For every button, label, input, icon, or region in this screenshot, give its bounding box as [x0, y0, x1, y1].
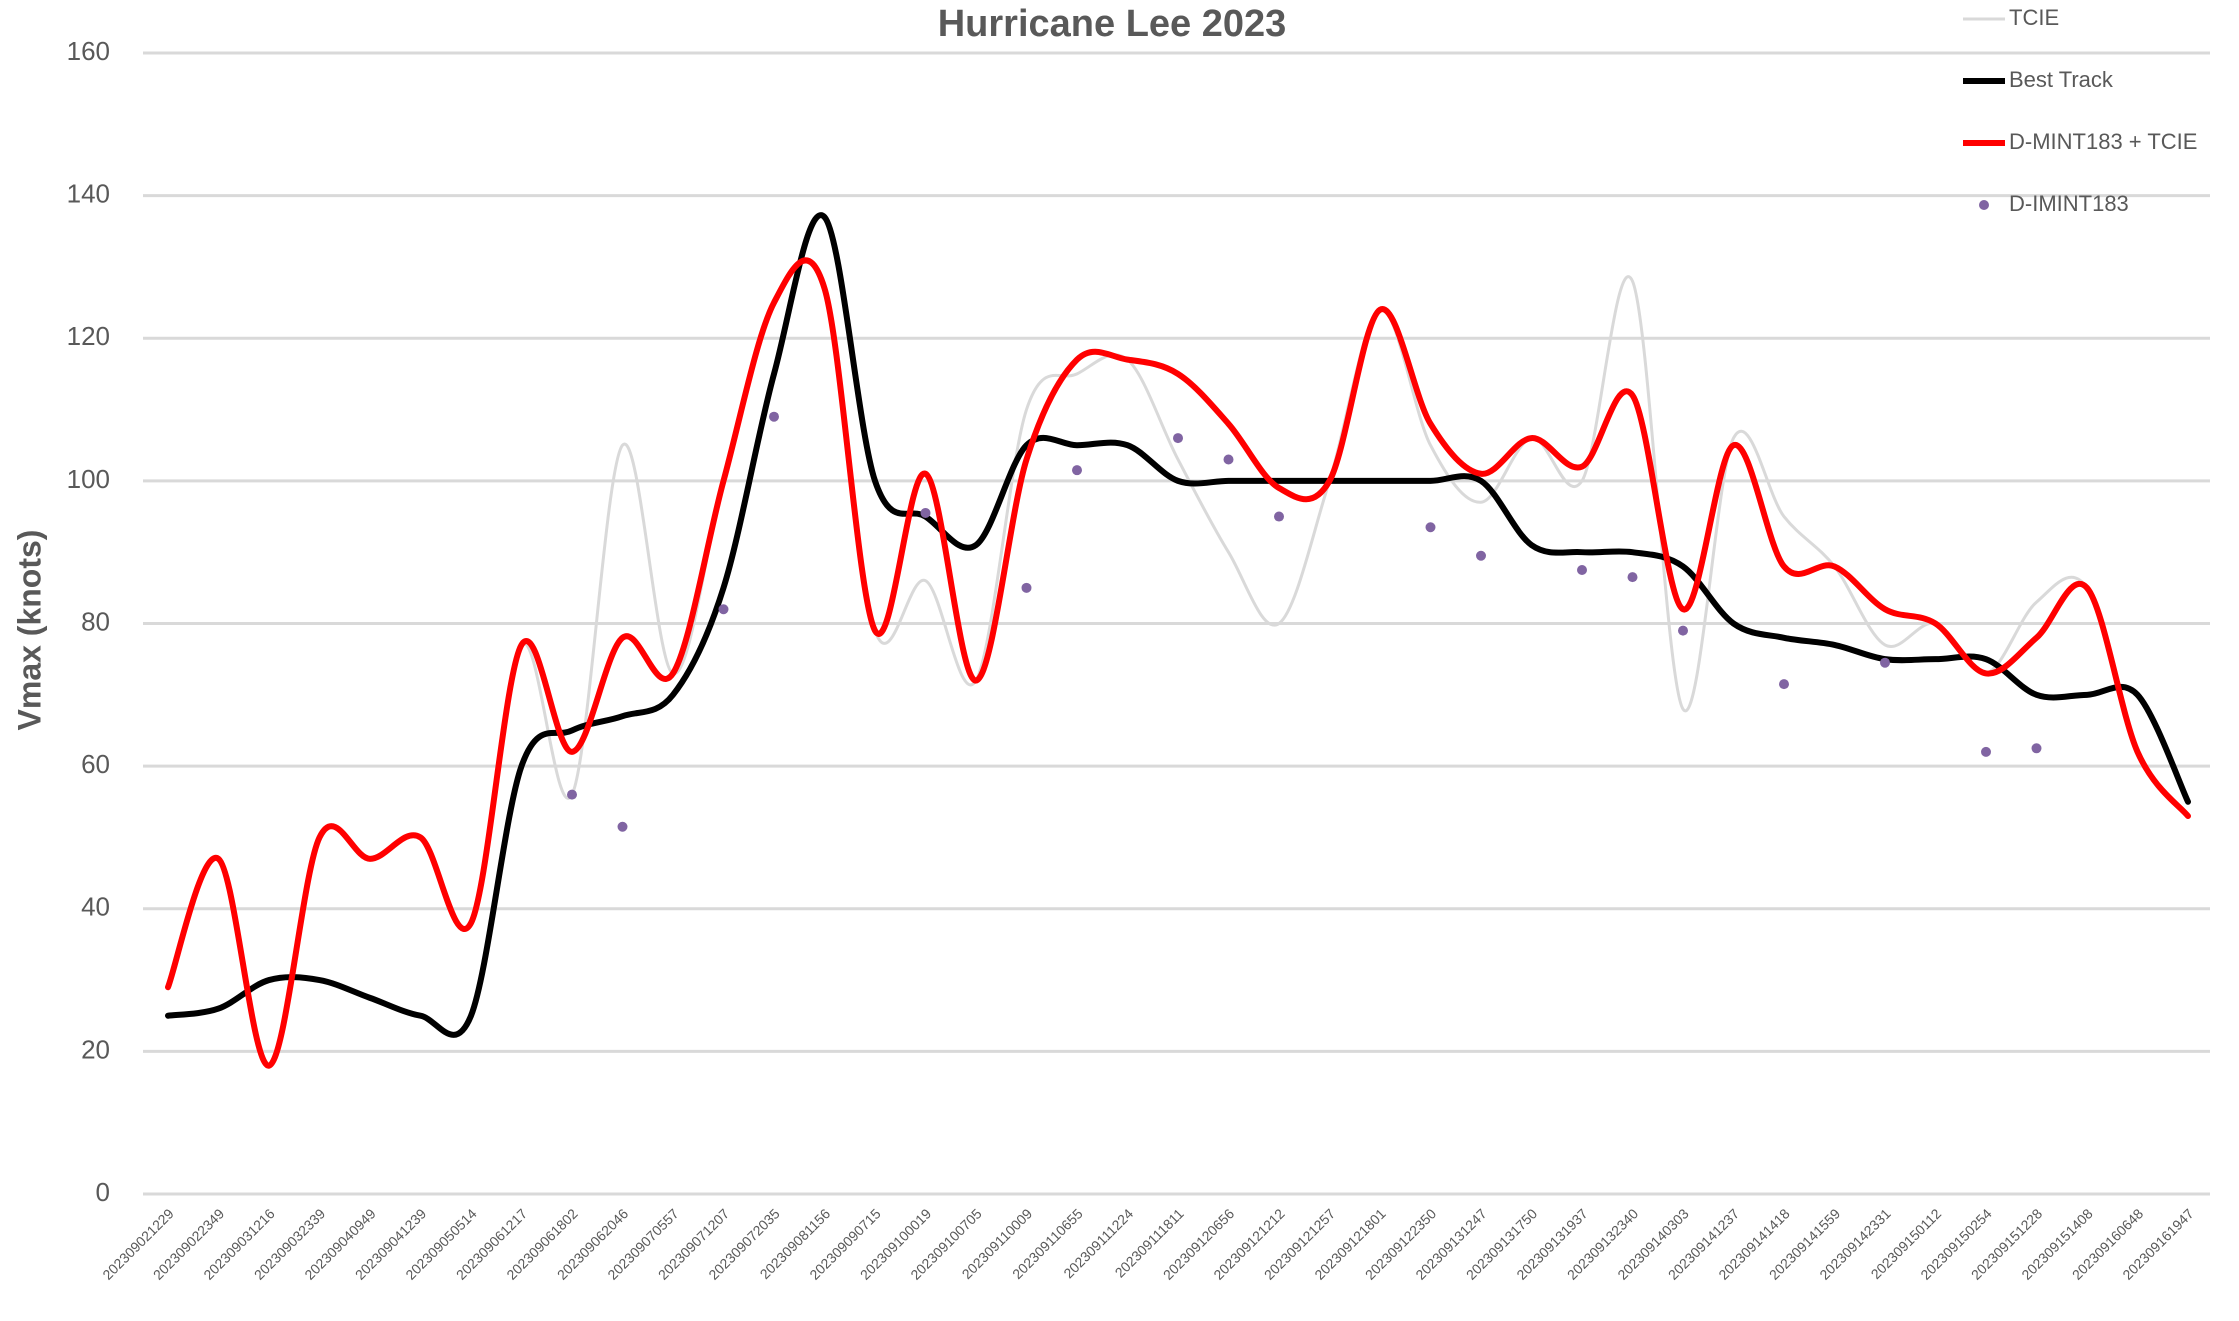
y-tick-label: 140 — [67, 179, 110, 209]
legend-label: D-MINT183 + TCIE — [2009, 129, 2197, 154]
data-point — [1274, 511, 1284, 522]
y-tick-label: 80 — [81, 606, 110, 636]
data-point — [769, 411, 779, 422]
series-line — [165, 212, 2191, 1038]
legend-label: Best Track — [2009, 67, 2114, 92]
data-point — [1981, 746, 1991, 757]
y-tick-label: 120 — [67, 321, 110, 351]
chart-title: Hurricane Lee 2023 — [938, 3, 1287, 45]
y-axis-label: Vmax (knots) — [11, 530, 47, 731]
data-point — [1021, 582, 1032, 593]
data-point — [1425, 522, 1436, 533]
data-point — [1577, 565, 1587, 576]
data-point — [1880, 657, 1890, 668]
data-point — [1173, 433, 1183, 444]
data-point — [1072, 465, 1082, 476]
data-point — [718, 604, 729, 615]
y-tick-label: 20 — [81, 1034, 110, 1064]
data-point — [1627, 572, 1638, 583]
data-point — [1223, 454, 1234, 465]
data-point — [567, 789, 577, 800]
data-point — [1476, 550, 1486, 561]
data-point — [920, 507, 931, 518]
y-tick-label: 160 — [67, 36, 110, 66]
y-tick-label: 0 — [96, 1177, 110, 1207]
y-tick-label: 60 — [81, 749, 110, 779]
y-tick-label: 100 — [67, 464, 110, 494]
data-point — [2031, 743, 2042, 754]
data-point — [1678, 625, 1688, 636]
series-line — [165, 257, 2191, 1069]
legend-label: D-IMINT183 — [2009, 191, 2129, 216]
data-point — [1779, 679, 1789, 690]
y-tick-label: 40 — [81, 892, 110, 922]
legend-marker — [1979, 200, 1989, 210]
legend-label: TCIE — [2009, 5, 2059, 30]
data-point — [617, 821, 628, 832]
